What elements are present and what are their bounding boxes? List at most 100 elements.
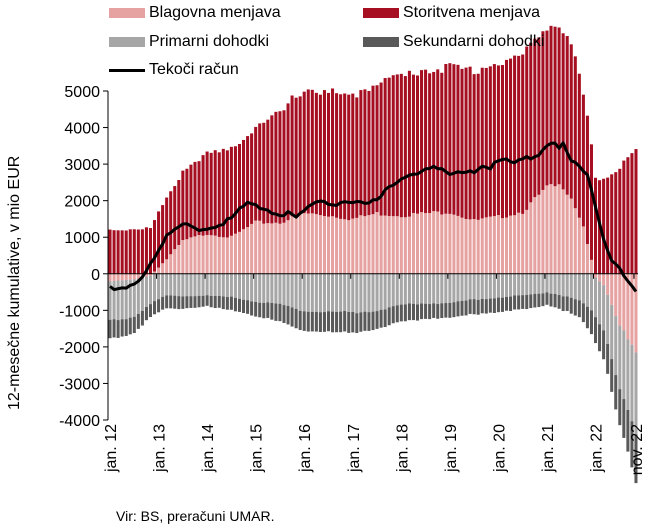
bar-blagovna-menjava-95 [492, 216, 496, 274]
bar-storitvena-menjava-73 [403, 76, 407, 218]
bar-blagovna-menjava-28 [221, 237, 225, 274]
bar-storitvena-menjava-77 [420, 70, 424, 213]
bar-storitvena-menjava-79 [428, 73, 432, 214]
bar-primarni-dohodki-43 [282, 273, 286, 306]
bar-blagovna-menjava-20 [189, 237, 193, 274]
bar-primarni-dohodki-14 [165, 273, 169, 296]
bar-storitvena-menjava-74 [407, 70, 411, 217]
bar-primarni-dohodki-115 [573, 273, 577, 300]
bar-blagovna-menjava-4 [124, 273, 128, 280]
bar-blagovna-menjava-16 [173, 249, 177, 274]
bar-sekundarni-dohodki-13 [161, 296, 165, 310]
bar-blagovna-menjava-68 [383, 215, 387, 274]
bar-storitvena-menjava-9 [144, 227, 148, 274]
bar-storitvena-menjava-126 [618, 168, 622, 274]
bar-sekundarni-dohodki-88 [464, 300, 468, 316]
bar-blagovna-menjava-82 [440, 214, 444, 274]
y-tick-label-2000: 2000 [64, 194, 100, 211]
bar-blagovna-menjava-37 [258, 220, 262, 274]
bar-primarni-dohodki-0 [108, 281, 112, 320]
bar-blagovna-menjava-115 [573, 208, 577, 274]
legend-item-storitvena: Storitvena menjava [363, 4, 540, 22]
bar-storitvena-menjava-82 [440, 72, 444, 215]
bar-blagovna-menjava-93 [484, 217, 488, 274]
bar-storitvena-menjava-71 [395, 74, 399, 217]
bar-blagovna-menjava-1 [112, 273, 116, 282]
bar-primarni-dohodki-9 [144, 276, 148, 308]
bar-sekundarni-dohodki-67 [379, 309, 383, 328]
bar-sekundarni-dohodki-32 [237, 298, 242, 312]
bar-primarni-dohodki-45 [290, 273, 294, 308]
bar-blagovna-menjava-78 [424, 213, 428, 274]
bar-primarni-dohodki-46 [294, 273, 298, 309]
bar-primarni-dohodki-78 [424, 273, 428, 304]
bar-storitvena-menjava-109 [549, 25, 553, 185]
bar-sekundarni-dohodki-129 [630, 421, 634, 468]
bar-storitvena-menjava-16 [173, 186, 177, 250]
bar-blagovna-menjava-112 [561, 189, 565, 274]
bar-primarni-dohodki-44 [286, 273, 290, 307]
bar-sekundarni-dohodki-104 [529, 294, 533, 309]
bar-blagovna-menjava-44 [286, 220, 290, 274]
bar-primarni-dohodki-13 [161, 273, 165, 297]
bar-primarni-dohodki-27 [217, 273, 221, 296]
legend-line-tekoci [109, 68, 145, 72]
legend: Blagovna menjava Storitvena menjava Prim… [0, 0, 650, 90]
bar-sekundarni-dohodki-46 [294, 308, 298, 329]
bar-storitvena-menjava-89 [468, 66, 472, 220]
bar-blagovna-menjava-77 [420, 212, 424, 274]
bar-blagovna-menjava-90 [472, 219, 476, 274]
bar-sekundarni-dohodki-122 [602, 330, 606, 360]
bar-primarni-dohodki-40 [270, 273, 274, 303]
bar-sekundarni-dohodki-109 [549, 293, 553, 307]
bar-sekundarni-dohodki-96 [496, 297, 500, 313]
bar-primarni-dohodki-61 [355, 273, 359, 314]
bar-blagovna-menjava-92 [480, 218, 484, 274]
bar-sekundarni-dohodki-82 [440, 303, 444, 319]
bar-storitvena-menjava-87 [460, 68, 464, 218]
bar-sekundarni-dohodki-40 [270, 302, 274, 320]
bar-storitvena-menjava-4 [124, 230, 128, 274]
bar-primarni-dohodki-97 [500, 273, 504, 298]
bar-sekundarni-dohodki-86 [456, 301, 460, 317]
bar-storitvena-menjava-49 [306, 89, 310, 214]
x-tick-label-0: jan. 12 [103, 424, 120, 473]
bar-primarni-dohodki-34 [246, 273, 250, 301]
bar-storitvena-menjava-110 [553, 26, 557, 187]
bar-sekundarni-dohodki-101 [517, 295, 521, 310]
bar-sekundarni-dohodki-18 [181, 296, 185, 309]
bar-sekundarni-dohodki-71 [395, 305, 399, 323]
bar-primarni-dohodki-10 [148, 275, 153, 305]
bar-primarni-dohodki-50 [310, 273, 314, 312]
bar-storitvena-menjava-104 [529, 42, 533, 203]
bar-blagovna-menjava-51 [314, 214, 318, 274]
bar-storitvena-menjava-97 [500, 65, 504, 219]
bar-primarni-dohodki-93 [484, 273, 488, 300]
bar-blagovna-menjava-62 [359, 215, 363, 274]
bar-blagovna-menjava-53 [322, 216, 326, 274]
bar-storitvena-menjava-10 [148, 228, 153, 274]
legend-label-blagovna: Blagovna menjava [149, 4, 281, 21]
bar-storitvena-menjava-29 [225, 150, 229, 238]
bar-blagovna-menjava-12 [157, 267, 161, 274]
bar-sekundarni-dohodki-29 [225, 297, 229, 310]
bar-blagovna-menjava-50 [310, 213, 314, 274]
bar-primarni-dohodki-126 [618, 325, 622, 390]
bar-sekundarni-dohodki-69 [387, 307, 391, 326]
bar-primarni-dohodki-113 [565, 273, 569, 297]
bar-blagovna-menjava-113 [565, 194, 569, 274]
y-tick-label--4000: -4000 [59, 413, 100, 430]
bar-blagovna-menjava-80 [432, 211, 436, 274]
bar-primarni-dohodki-18 [181, 273, 185, 297]
bar-sekundarni-dohodki-58 [343, 310, 347, 332]
bar-primarni-dohodki-12 [157, 273, 161, 300]
bar-sekundarni-dohodki-54 [326, 311, 331, 332]
bar-sekundarni-dohodki-107 [541, 293, 545, 307]
bar-primarni-dohodki-42 [278, 273, 282, 304]
bar-primarni-dohodki-120 [594, 277, 598, 318]
bar-sekundarni-dohodki-4 [124, 319, 128, 336]
bar-sekundarni-dohodki-53 [322, 312, 326, 332]
bar-storitvena-menjava-99 [509, 58, 513, 216]
bar-primarni-dohodki-118 [585, 273, 589, 307]
